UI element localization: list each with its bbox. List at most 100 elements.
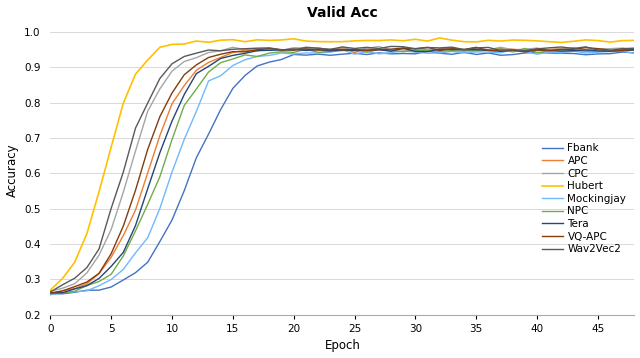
Hubert bbox=[83, 232, 91, 236]
VQ-APC bbox=[582, 45, 589, 50]
CPC bbox=[533, 46, 541, 50]
CPC bbox=[582, 48, 589, 53]
Wav2Vec2 bbox=[594, 48, 602, 52]
Fbank bbox=[472, 52, 480, 57]
NPC bbox=[108, 272, 115, 276]
Wav2Vec2 bbox=[521, 49, 529, 53]
NPC bbox=[156, 175, 164, 179]
X-axis label: Epoch: Epoch bbox=[324, 339, 360, 352]
Hubert bbox=[205, 40, 212, 44]
Wav2Vec2 bbox=[47, 290, 54, 294]
Fbank bbox=[509, 52, 516, 57]
APC bbox=[570, 48, 577, 53]
APC bbox=[326, 48, 334, 52]
NPC bbox=[521, 46, 529, 50]
Mockingjay bbox=[314, 51, 322, 55]
Hubert bbox=[229, 38, 237, 42]
CPC bbox=[557, 47, 565, 51]
Wav2Vec2 bbox=[120, 170, 127, 174]
Wav2Vec2 bbox=[144, 101, 152, 105]
APC bbox=[618, 47, 626, 52]
Fbank bbox=[618, 50, 626, 54]
CPC bbox=[59, 286, 67, 290]
Tera bbox=[326, 49, 334, 53]
APC bbox=[302, 47, 310, 52]
Wav2Vec2 bbox=[217, 49, 225, 53]
Tera bbox=[278, 48, 285, 52]
Line: CPC: CPC bbox=[51, 47, 634, 291]
Fbank bbox=[278, 57, 285, 62]
Mockingjay bbox=[484, 50, 492, 54]
Hubert bbox=[326, 40, 334, 44]
Wav2Vec2 bbox=[180, 54, 188, 59]
VQ-APC bbox=[59, 289, 67, 293]
Hubert bbox=[570, 39, 577, 43]
VQ-APC bbox=[71, 285, 79, 289]
Fbank bbox=[375, 51, 383, 55]
Wav2Vec2 bbox=[108, 206, 115, 211]
APC bbox=[120, 233, 127, 238]
Wav2Vec2 bbox=[582, 45, 589, 49]
VQ-APC bbox=[557, 47, 565, 52]
Wav2Vec2 bbox=[83, 266, 91, 270]
CPC bbox=[387, 48, 395, 52]
NPC bbox=[253, 54, 261, 59]
CPC bbox=[570, 45, 577, 50]
Mockingjay bbox=[278, 51, 285, 55]
Mockingjay bbox=[156, 206, 164, 211]
CPC bbox=[484, 48, 492, 52]
Tera bbox=[557, 49, 565, 53]
Fbank bbox=[180, 189, 188, 193]
CPC bbox=[460, 48, 468, 52]
NPC bbox=[132, 229, 140, 233]
NPC bbox=[375, 47, 383, 52]
Fbank bbox=[570, 51, 577, 55]
Mockingjay bbox=[509, 48, 516, 52]
NPC bbox=[399, 50, 407, 54]
Wav2Vec2 bbox=[570, 46, 577, 50]
Mockingjay bbox=[618, 49, 626, 53]
Mockingjay bbox=[120, 267, 127, 271]
Wav2Vec2 bbox=[424, 45, 431, 50]
NPC bbox=[193, 87, 200, 91]
VQ-APC bbox=[95, 271, 103, 275]
NPC bbox=[472, 48, 480, 53]
VQ-APC bbox=[497, 48, 504, 53]
NPC bbox=[229, 57, 237, 61]
Fbank bbox=[363, 52, 371, 57]
NPC bbox=[168, 137, 176, 142]
Tera bbox=[83, 284, 91, 288]
Hubert bbox=[472, 40, 480, 44]
Tera bbox=[132, 223, 140, 228]
Tera bbox=[290, 47, 298, 51]
Fbank bbox=[144, 260, 152, 265]
Tera bbox=[618, 48, 626, 52]
Line: Fbank: Fbank bbox=[51, 51, 634, 294]
NPC bbox=[339, 48, 346, 53]
NPC bbox=[545, 49, 553, 53]
Wav2Vec2 bbox=[290, 48, 298, 52]
Tera bbox=[144, 187, 152, 191]
Tera bbox=[108, 264, 115, 268]
Line: Hubert: Hubert bbox=[51, 38, 634, 290]
Mockingjay bbox=[630, 51, 638, 55]
APC bbox=[217, 55, 225, 59]
CPC bbox=[180, 59, 188, 64]
Hubert bbox=[156, 45, 164, 49]
VQ-APC bbox=[290, 47, 298, 52]
Fbank bbox=[132, 271, 140, 275]
Wav2Vec2 bbox=[448, 45, 456, 49]
Wav2Vec2 bbox=[399, 45, 407, 49]
Hubert bbox=[351, 39, 358, 43]
Mockingjay bbox=[497, 51, 504, 55]
VQ-APC bbox=[570, 47, 577, 52]
Mockingjay bbox=[424, 51, 431, 55]
Wav2Vec2 bbox=[484, 45, 492, 50]
Tera bbox=[168, 119, 176, 123]
Hubert bbox=[436, 36, 444, 40]
Mockingjay bbox=[545, 50, 553, 54]
Wav2Vec2 bbox=[302, 45, 310, 49]
Line: Tera: Tera bbox=[51, 48, 634, 293]
Hubert bbox=[144, 58, 152, 62]
Wav2Vec2 bbox=[630, 46, 638, 50]
